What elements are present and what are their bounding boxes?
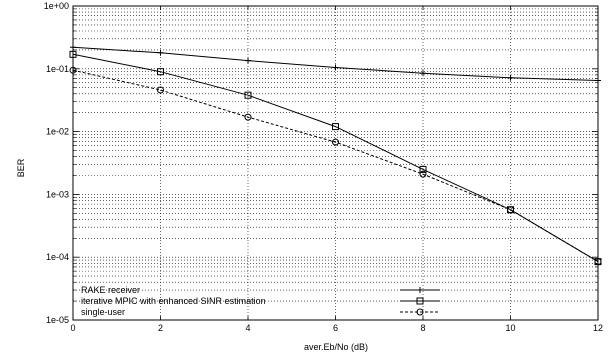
legend-label: iterative MPIC with enhanced SINR estima… bbox=[81, 296, 266, 306]
legend-entry: single-user bbox=[81, 307, 440, 317]
data-point-square bbox=[332, 123, 339, 131]
data-point-plus bbox=[595, 77, 601, 84]
data-point-square bbox=[419, 165, 427, 173]
series-2 bbox=[69, 50, 602, 266]
y-tick-label: 1e-05 bbox=[46, 315, 69, 325]
data-point-plus bbox=[332, 64, 339, 71]
legend-entry: RAKE receiver bbox=[81, 285, 440, 295]
data-point-circle bbox=[69, 66, 77, 74]
data-point-plus bbox=[420, 70, 426, 77]
legend-entry: iterative MPIC with enhanced SINR estima… bbox=[81, 296, 440, 306]
y-tick-label: 1e-01 bbox=[46, 64, 69, 74]
x-tick-label: 6 bbox=[333, 323, 338, 333]
data-point-circle bbox=[419, 170, 427, 178]
data-point-plus bbox=[507, 74, 514, 81]
x-axis-title: aver.Eb/No (dB) bbox=[304, 342, 368, 352]
data-point-plus bbox=[417, 287, 423, 293]
x-tick-label: 0 bbox=[70, 323, 75, 333]
series-lines bbox=[69, 44, 602, 266]
legend-label: single-user bbox=[81, 307, 125, 317]
data-point-circle bbox=[157, 86, 164, 94]
legend-label: RAKE receiver bbox=[81, 285, 140, 295]
data-point-plus bbox=[70, 44, 76, 51]
data-point-circle bbox=[332, 138, 339, 146]
axis-ticks: 0 2 4 6 8 10 12 1e+00 1e-01 1e-02 1e-03 1e-04 1e-05 bbox=[44, 1, 603, 333]
series-1 bbox=[70, 44, 601, 84]
data-point-circle bbox=[244, 113, 252, 121]
x-tick-label: 8 bbox=[420, 323, 425, 333]
data-point-circle bbox=[416, 308, 424, 316]
x-tick-label: 10 bbox=[505, 323, 515, 333]
data-point-square bbox=[157, 68, 164, 76]
y-tick-label: 1e-03 bbox=[46, 189, 69, 199]
data-point-square bbox=[244, 91, 252, 99]
series-line bbox=[72, 53, 599, 263]
data-point-circle bbox=[594, 258, 602, 266]
series-3 bbox=[69, 66, 602, 266]
data-point-plus bbox=[245, 57, 251, 64]
data-point-square bbox=[416, 297, 424, 305]
data-point-plus bbox=[157, 49, 164, 56]
x-tick-label: 2 bbox=[158, 323, 163, 333]
y-tick-label: 1e+00 bbox=[44, 1, 69, 11]
grid bbox=[73, 6, 598, 320]
data-point-square bbox=[69, 50, 77, 58]
y-tick-label: 1e-02 bbox=[46, 127, 69, 137]
x-tick-label: 12 bbox=[593, 323, 603, 333]
x-tick-label: 4 bbox=[245, 323, 250, 333]
data-point-circle bbox=[507, 206, 514, 214]
y-tick-label: 1e-04 bbox=[46, 252, 69, 262]
y-axis-title: BER bbox=[16, 158, 26, 177]
series-line bbox=[72, 69, 599, 263]
